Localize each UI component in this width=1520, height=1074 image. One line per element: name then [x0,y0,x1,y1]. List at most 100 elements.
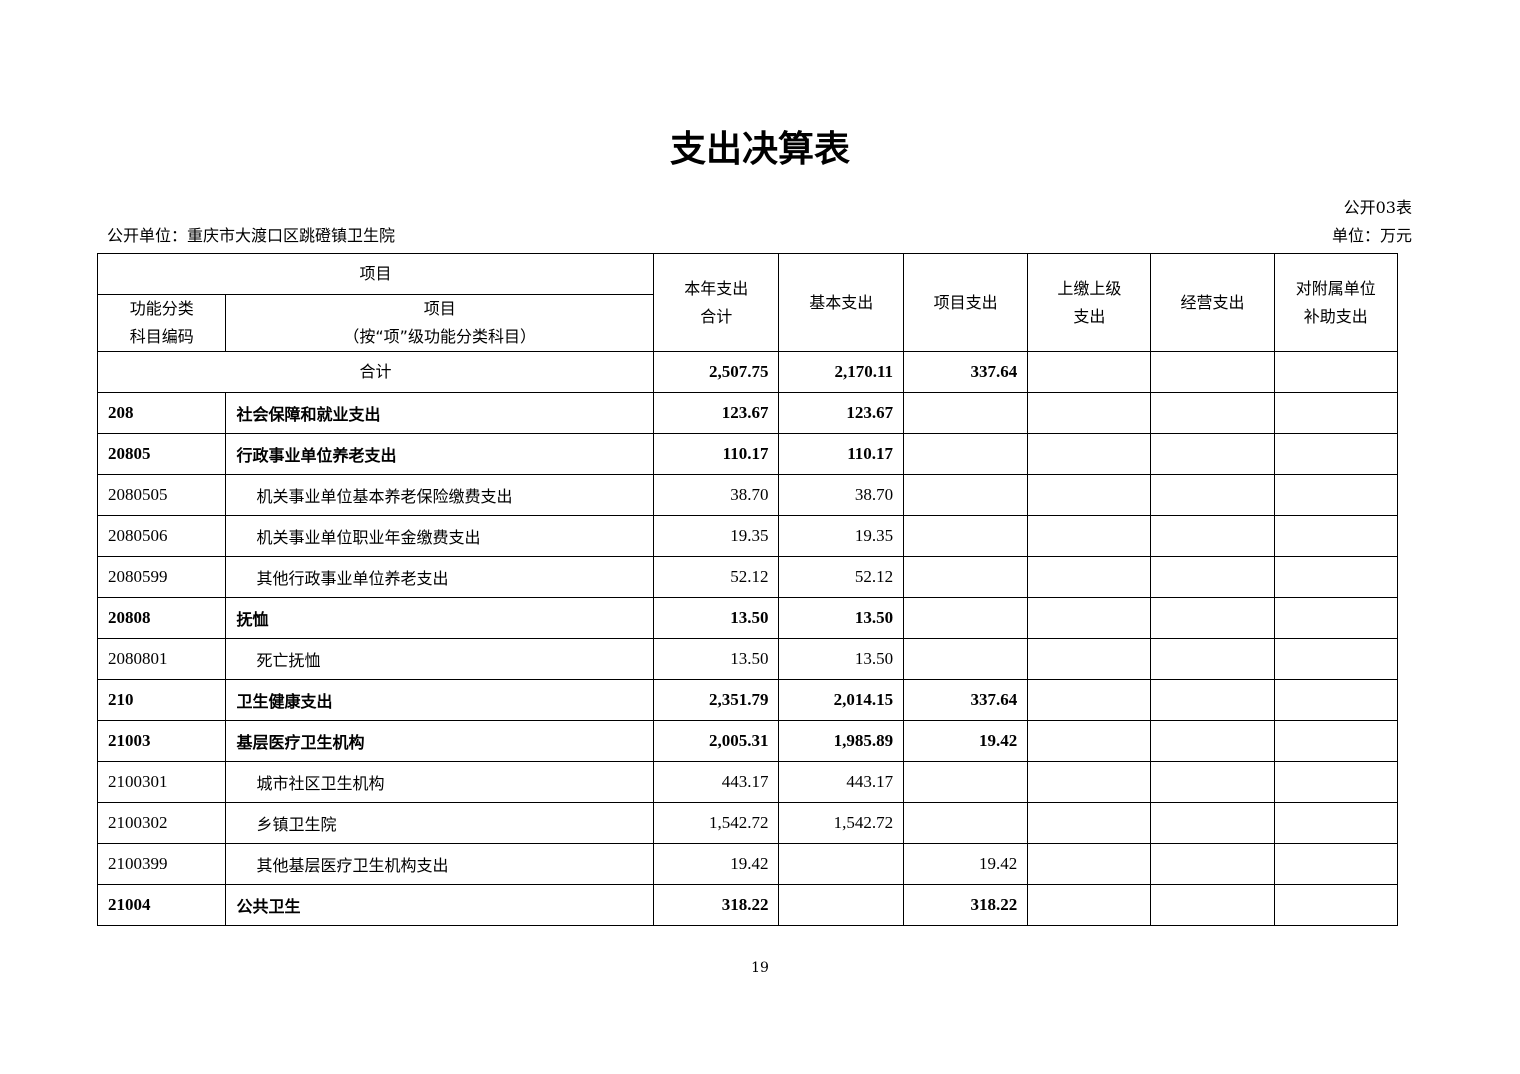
row-project [903,474,1029,516]
total-basic: 2,170.11 [778,351,905,393]
row-subsidy [1273,556,1398,598]
row-project [903,515,1029,557]
row-code: 2080801 [96,638,227,680]
row-subsidy [1273,679,1398,721]
row-upper [1027,433,1152,475]
row-name: 死亡抚恤 [225,638,654,680]
row-project [903,433,1029,475]
row-business [1150,843,1275,885]
row-basic: 19.35 [778,515,905,557]
row-total: 318.22 [652,884,780,926]
row-business [1150,597,1275,639]
row-code: 2100399 [96,843,227,885]
header-name: 项目 （按“项”级功能分类科目） [225,294,654,352]
row-project [903,638,1029,680]
row-business [1150,433,1275,475]
row-upper [1027,720,1152,762]
row-subsidy [1273,843,1398,885]
row-subsidy [1273,761,1398,803]
row-name: 基层医疗卫生机构 [225,720,654,762]
row-name: 社会保障和就业支出 [225,392,654,434]
row-basic: 13.50 [778,597,905,639]
row-upper [1027,638,1152,680]
row-code: 21004 [96,884,227,926]
header-item: 项目 [97,253,654,295]
row-upper [1027,843,1152,885]
row-basic: 38.70 [778,474,905,516]
total-project: 337.64 [903,351,1029,393]
row-project [903,761,1029,803]
table-row: 2100301 城市社区卫生机构 443.17 443.17 [96,761,1520,803]
row-basic: 52.12 [778,556,905,598]
row-subsidy [1273,638,1398,680]
row-total: 1,542.72 [652,802,780,844]
expenditure-table: 项目 本年支出 合计 基本支出 项目支出 上缴上级 支出 经营支出 对附属单位 … [96,253,1520,926]
row-upper [1027,679,1152,721]
row-name: 机关事业单位基本养老保险缴费支出 [225,474,654,516]
row-project [903,597,1029,639]
row-upper [1027,884,1152,926]
row-total: 2,351.79 [652,679,780,721]
row-upper [1027,761,1152,803]
row-business [1150,474,1275,516]
row-total: 52.12 [652,556,780,598]
row-basic: 110.17 [778,433,905,475]
row-total: 110.17 [652,433,780,475]
row-basic: 13.50 [778,638,905,680]
row-upper [1027,556,1152,598]
table-row: 210 卫生健康支出 2,351.79 2,014.15 337.64 [96,679,1520,721]
row-name: 卫生健康支出 [225,679,654,721]
row-total: 19.42 [652,843,780,885]
table-row: 2080599 其他行政事业单位养老支出 52.12 52.12 [96,556,1520,598]
row-project [903,392,1029,434]
row-name: 其他行政事业单位养老支出 [225,556,654,598]
table-row: 2100399 其他基层医疗卫生机构支出 19.42 19.42 [96,843,1520,885]
table-row: 208 社会保障和就业支出 123.67 123.67 [96,392,1520,434]
row-name: 城市社区卫生机构 [225,761,654,803]
row-business [1150,802,1275,844]
row-code: 20808 [96,597,227,639]
header-project: 项目支出 [903,253,1029,352]
row-basic: 1,985.89 [778,720,905,762]
table-row: 2080506 机关事业单位职业年金缴费支出 19.35 19.35 [96,515,1520,557]
row-name: 行政事业单位养老支出 [225,433,654,475]
row-total: 2,005.31 [652,720,780,762]
total-business [1150,351,1275,393]
row-business [1150,392,1275,434]
row-project: 19.42 [903,843,1029,885]
header-upper: 上缴上级 支出 [1027,253,1152,352]
currency-unit: 单位：万元 [1331,226,1412,245]
header-business: 经营支出 [1150,253,1275,352]
row-code: 208 [96,392,227,434]
row-upper [1027,597,1152,639]
row-project: 318.22 [903,884,1029,926]
total-upper [1027,351,1152,393]
table-row: 20808 抚恤 13.50 13.50 [96,597,1520,639]
row-total: 443.17 [652,761,780,803]
row-upper [1027,515,1152,557]
row-project [903,556,1029,598]
row-code: 2080506 [96,515,227,557]
row-total: 13.50 [652,638,780,680]
total-row: 合计 2,507.75 2,170.11 337.64 [97,351,1520,393]
header-row-1: 项目 本年支出 合计 基本支出 项目支出 上缴上级 支出 经营支出 对附属单位 … [97,253,1520,352]
row-upper [1027,802,1152,844]
total-total: 2,507.75 [652,351,780,393]
row-business [1150,884,1275,926]
row-code: 2080599 [96,556,227,598]
row-basic: 2,014.15 [778,679,905,721]
row-business [1150,761,1275,803]
row-name: 乡镇卫生院 [225,802,654,844]
total-subsidy [1273,351,1398,393]
row-business [1150,515,1275,557]
row-upper [1027,474,1152,516]
row-code: 2100302 [96,802,227,844]
row-total: 123.67 [652,392,780,434]
page-number: 19 [751,960,769,976]
table-row: 20805 行政事业单位养老支出 110.17 110.17 [96,433,1520,475]
table-row: 2100302 乡镇卫生院 1,542.72 1,542.72 [96,802,1520,844]
header-basic: 基本支出 [778,253,905,352]
row-business [1150,679,1275,721]
row-code: 21003 [96,720,227,762]
